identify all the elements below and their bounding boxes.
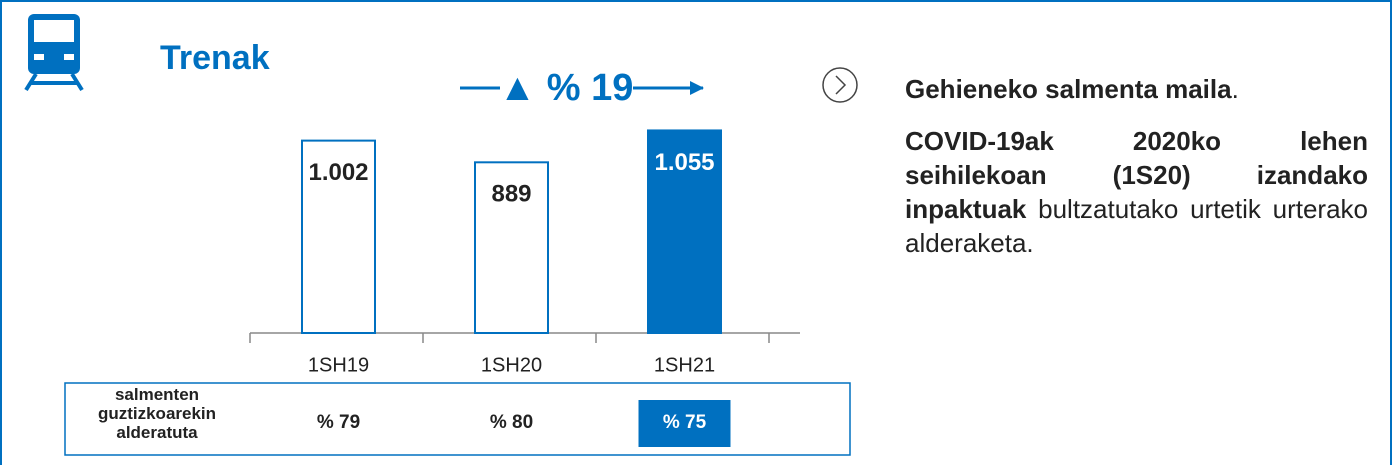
x-tick-label: 1SH21 (654, 354, 715, 376)
share-highlight (638, 400, 731, 447)
chevron-circle (822, 67, 858, 103)
share-cell: % 75 (663, 412, 707, 433)
share-box (64, 382, 851, 456)
bar (301, 139, 376, 334)
title: Trenak (160, 39, 270, 77)
annotation: ▲ % 19 (499, 67, 634, 109)
note-text: COVID-19ak 2020ko lehen seihilekoan (1S2… (905, 126, 1368, 224)
chevron (835, 75, 847, 95)
note-text: Gehieneko salmenta maila (905, 74, 1232, 104)
value-label: 1.002 (308, 159, 368, 186)
train-icon (24, 14, 84, 92)
note-paragraph: Gehieneko salmenta maila. (905, 72, 1368, 106)
share-cell: % 80 (490, 412, 533, 433)
x-tick-label: 1SH20 (481, 354, 542, 376)
value-label: 889 (491, 181, 531, 208)
row-label: salmenten guztizkoarekin alderatuta (97, 385, 217, 442)
notes: Gehieneko salmenta maila. COVID-19ak 2020… (905, 72, 1368, 278)
decor-arrowhead (690, 81, 704, 95)
bar (474, 161, 549, 334)
share-cell: % 79 (317, 412, 360, 433)
note-text: bultzatutako urtetik urterako alderaketa… (905, 194, 1368, 258)
bar (647, 129, 722, 334)
value-label: 1.055 (654, 149, 714, 176)
x-tick-label: 1SH19 (308, 354, 369, 376)
note-text: . (1231, 74, 1239, 104)
note-paragraph: COVID-19ak 2020ko lehen seihilekoan (1S2… (905, 124, 1368, 260)
